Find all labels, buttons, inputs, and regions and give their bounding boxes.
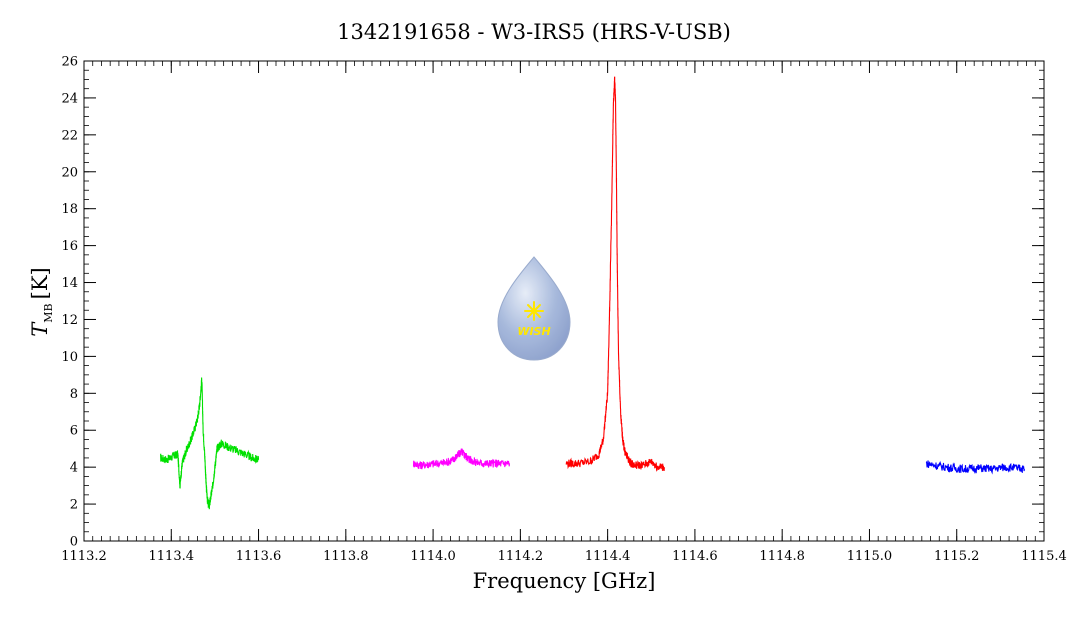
series-line-2 (565, 76, 665, 473)
x-axis-label: Frequency [GHz] (473, 569, 656, 593)
series-line-1 (412, 448, 511, 470)
x-tick-label: 1114.4 (585, 549, 631, 564)
axes-layer: 1113.2 1113.4 1113.6 1113.8 1114.0 1114.2 1114… (61, 55, 1067, 565)
y-tick-label: 2 (70, 498, 78, 513)
y-tick-label: 6 (70, 424, 78, 439)
x-tick-label: 1114.2 (498, 549, 544, 564)
y-tick-label: 18 (61, 202, 78, 217)
x-tick-label: 1115.0 (847, 549, 893, 564)
x-tick-label: 1114.6 (672, 549, 718, 564)
x-tick-label: 1114.0 (410, 549, 456, 564)
logo-text: WISH (517, 325, 550, 338)
x-tick-label: 1113.4 (149, 549, 195, 564)
series-line-3 (925, 460, 1025, 475)
y-tick-label: 10 (61, 350, 78, 365)
y-tick-label: 8 (70, 387, 78, 402)
star-icon (524, 301, 544, 321)
y-tick-label: 16 (61, 239, 78, 254)
y-axis-label: TMB [K] (28, 267, 55, 336)
x-tick-label: 1115.4 (1021, 549, 1067, 564)
chart-title: 1342191658 - W3-IRS5 (HRS-V-USB) (337, 20, 731, 44)
y-axis-label-unit: [K] (28, 267, 52, 299)
x-tick-label: 1113.8 (323, 549, 369, 564)
y-tick-label: 22 (61, 128, 78, 143)
y-tick-label: 12 (61, 313, 78, 328)
y-tick-label: 26 (61, 55, 78, 70)
y-tick-label: 14 (61, 276, 78, 291)
x-tick-label: 1113.6 (236, 549, 282, 564)
y-tick-label: 0 (70, 535, 78, 550)
series-layer (160, 76, 1025, 510)
x-tick-label: 1114.8 (759, 549, 805, 564)
wish-logo: WISH (497, 256, 571, 361)
series-line-0 (160, 377, 260, 510)
y-tick-label: 20 (61, 165, 78, 180)
y-tick-label: 4 (70, 461, 78, 476)
x-tick-label: 1113.2 (61, 549, 107, 564)
x-tick-label: 1115.2 (934, 549, 980, 564)
y-axis-label-main: T (28, 321, 52, 337)
y-axis-label-sub: MB (42, 303, 55, 322)
y-tick-label: 24 (61, 91, 78, 106)
